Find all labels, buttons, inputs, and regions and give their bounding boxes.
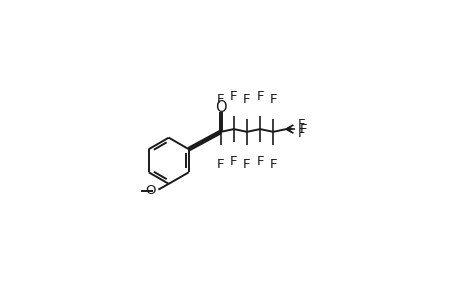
- Text: F: F: [230, 155, 237, 168]
- Text: F: F: [243, 93, 250, 106]
- Text: F: F: [297, 128, 305, 140]
- Text: F: F: [217, 158, 224, 171]
- Text: F: F: [243, 158, 250, 171]
- Text: F: F: [297, 118, 305, 131]
- Text: F: F: [217, 93, 224, 106]
- Text: F: F: [256, 90, 263, 103]
- Text: F: F: [269, 158, 276, 171]
- Text: O: O: [145, 184, 156, 197]
- Text: O: O: [214, 100, 226, 115]
- Text: F: F: [230, 90, 237, 103]
- Text: F: F: [299, 123, 306, 136]
- Text: F: F: [256, 155, 263, 168]
- Text: F: F: [269, 93, 276, 106]
